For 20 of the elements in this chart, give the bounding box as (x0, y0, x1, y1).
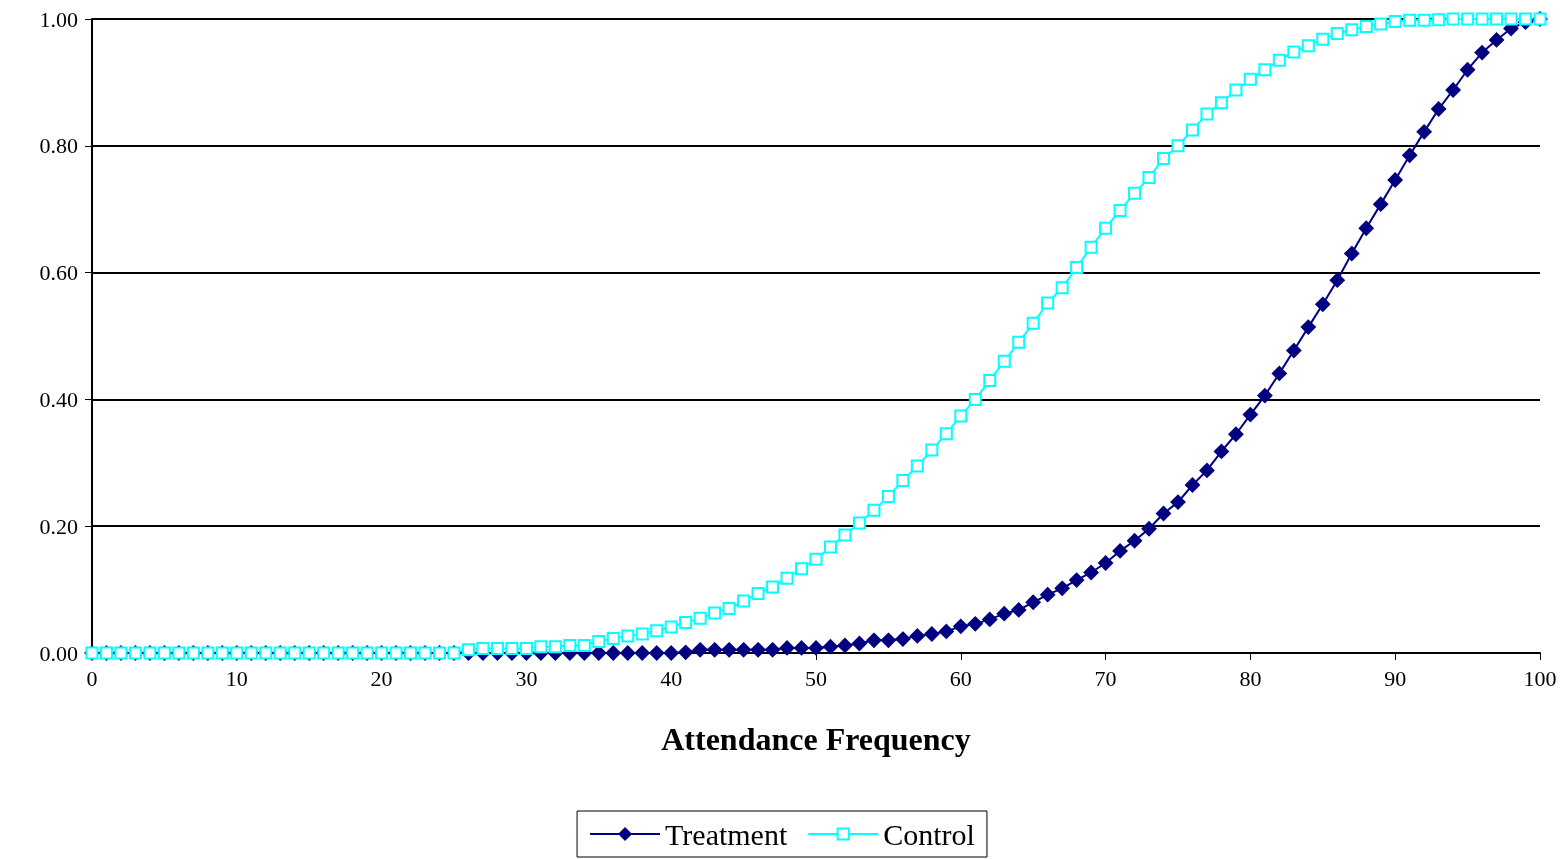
x-tick-label: 20 (370, 665, 393, 691)
x-tick-label: 40 (660, 665, 683, 691)
x-tick-label: 100 (1523, 665, 1557, 691)
x-axis-title: Attendance Frequency (661, 721, 971, 757)
x-tick-label: 10 (225, 665, 248, 691)
legend-label: Control (883, 817, 975, 851)
y-tick-label: 0.00 (39, 640, 78, 666)
y-tick-label: 0.20 (39, 513, 78, 539)
x-tick-label: 90 (1384, 665, 1407, 691)
y-tick-label: 0.40 (39, 386, 78, 412)
x-tick-label: 50 (805, 665, 827, 691)
legend-label: Treatment (665, 817, 788, 851)
x-tick-label: 0 (86, 665, 98, 691)
y-tick-label: 0.80 (39, 133, 78, 159)
x-tick-label: 80 (1239, 665, 1262, 691)
x-tick-label: 30 (515, 665, 538, 691)
y-tick-label: 0.60 (39, 260, 78, 286)
y-tick-label: 1.00 (39, 6, 78, 32)
x-tick-label: 60 (949, 665, 972, 691)
x-tick-label: 70 (1094, 665, 1117, 691)
